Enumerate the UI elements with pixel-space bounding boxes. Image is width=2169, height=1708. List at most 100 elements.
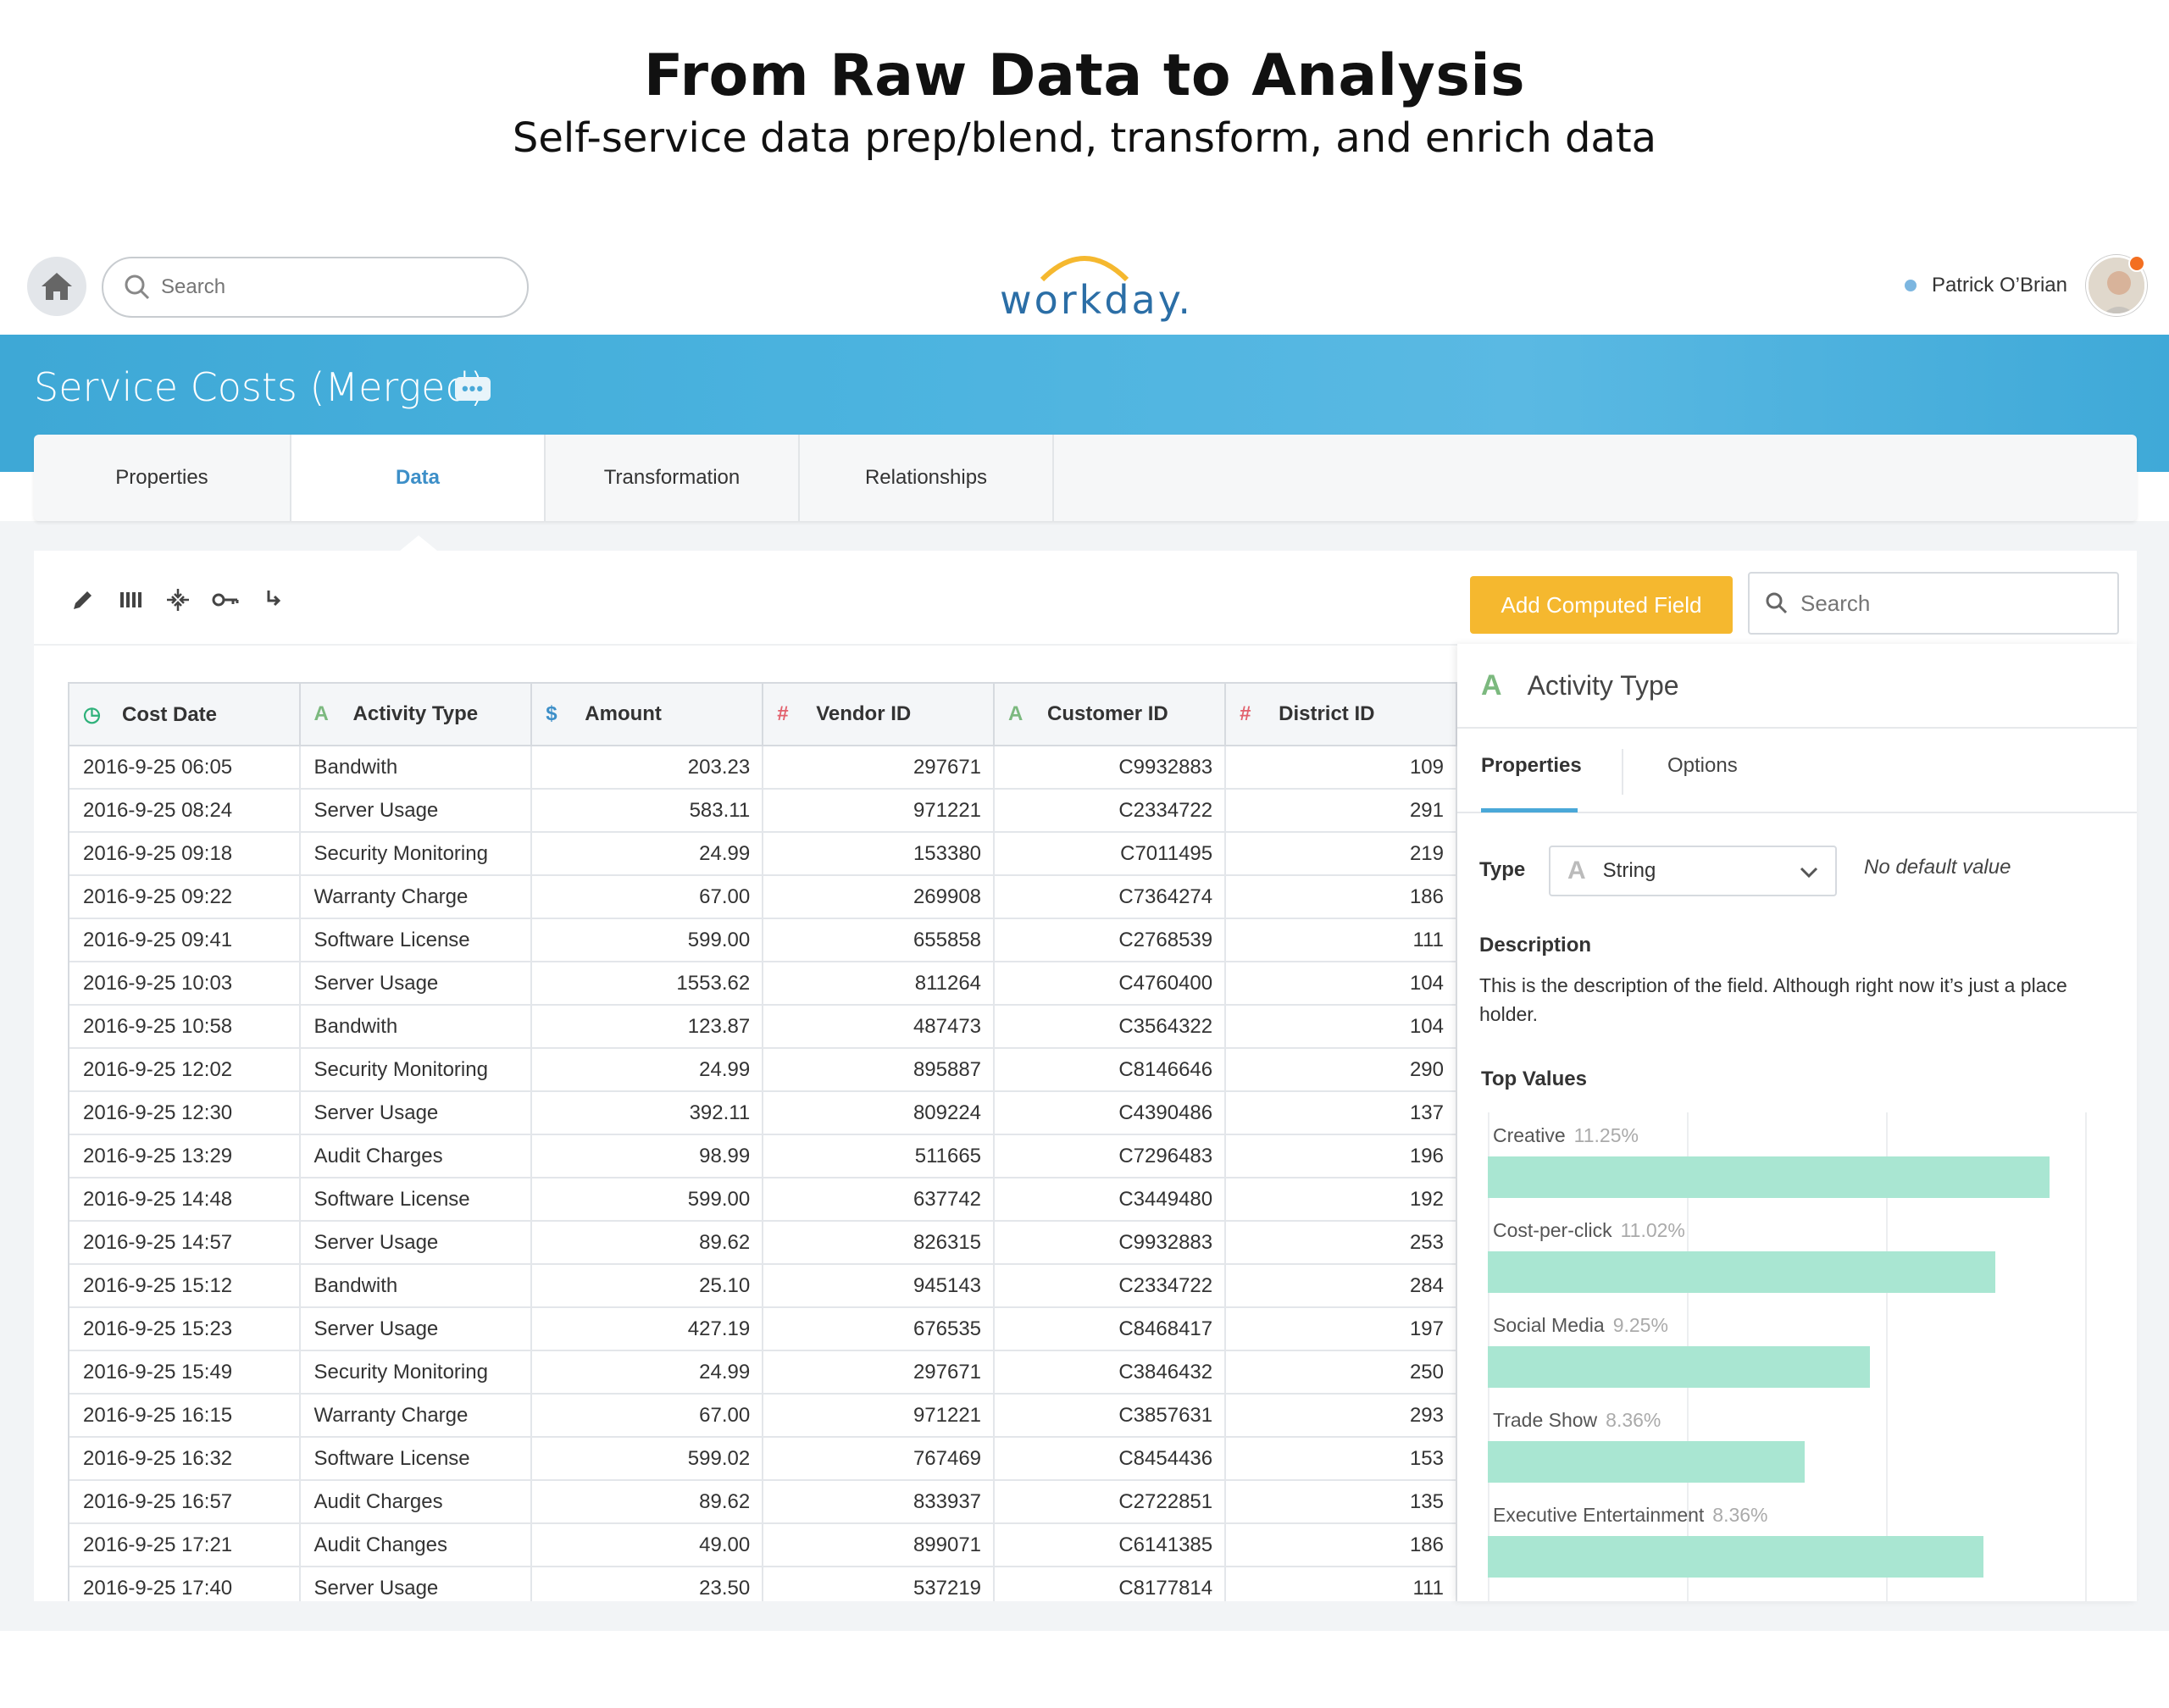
chevron-down-icon xyxy=(1800,867,1818,879)
cell-district-id: 284 xyxy=(1225,1264,1457,1308)
table-row[interactable]: 2016-9-25 15:23 Server Usage 427.19 676535 C… xyxy=(69,1307,1457,1351)
table-row[interactable]: 2016-9-25 12:30 Server Usage 392.11 809224 C… xyxy=(69,1091,1457,1135)
global-search-input[interactable] xyxy=(161,275,483,299)
table-row[interactable]: 2016-9-25 17:40 Server Usage 23.50 537219 C8… xyxy=(69,1567,1457,1601)
column-header-vendor-id[interactable]: # Vendor ID xyxy=(763,682,996,746)
data-toolbar: Add Computed Field xyxy=(34,551,2137,646)
number-type-icon: # xyxy=(777,702,789,725)
cell-district-id: 196 xyxy=(1225,1134,1457,1178)
table-row[interactable]: 2016-9-25 10:58 Bandwith 123.87 487473 C3564… xyxy=(69,1005,1457,1049)
cell-district-id: 219 xyxy=(1225,832,1457,876)
avatar[interactable] xyxy=(2086,255,2147,316)
table-row[interactable]: 2016-9-25 16:57 Audit Charges 89.62 833937 C… xyxy=(69,1480,1457,1524)
number-type-icon: # xyxy=(1240,702,1251,725)
edit-tool[interactable] xyxy=(68,585,98,615)
column-header-amount[interactable]: $ Amount xyxy=(531,682,764,746)
column-header-district-id[interactable]: # District ID xyxy=(1225,682,1457,746)
field-search[interactable] xyxy=(1748,572,2119,635)
table-row[interactable]: 2016-9-25 16:32 Software License 599.02 767… xyxy=(69,1437,1457,1481)
global-search[interactable] xyxy=(102,257,529,318)
table-row[interactable]: 2016-9-25 06:05 Bandwith 203.23 297671 C9932… xyxy=(69,746,1457,790)
cell-customer-id: C8468417 xyxy=(994,1307,1227,1351)
panel-tab-properties[interactable]: Properties xyxy=(1481,754,1582,777)
cell-customer-id: C4760400 xyxy=(994,962,1227,1006)
cell-cost-date: 2016-9-25 17:40 xyxy=(69,1567,301,1601)
cell-amount: 392.11 xyxy=(531,1091,764,1135)
bar-executive-entertainment[interactable] xyxy=(1488,1536,1983,1578)
cell-activity-type: Software License xyxy=(299,1178,533,1222)
key-tool[interactable] xyxy=(210,585,241,615)
table-row[interactable]: 2016-9-25 17:21 Audit Changes 49.00 899071 C… xyxy=(69,1523,1457,1567)
key-icon xyxy=(212,593,239,607)
type-select[interactable]: A String xyxy=(1549,846,1837,896)
table-row[interactable]: 2016-9-25 09:41 Software License 599.00 655… xyxy=(69,918,1457,962)
columns-tool[interactable] xyxy=(115,585,146,615)
cell-amount: 24.99 xyxy=(531,1350,764,1395)
add-computed-field-button[interactable]: Add Computed Field xyxy=(1470,576,1733,634)
column-header-cost-date[interactable]: ◷ Cost Date xyxy=(69,682,301,746)
cell-vendor-id: 899071 xyxy=(763,1523,996,1567)
cell-amount: 203.23 xyxy=(531,746,764,790)
user-menu[interactable]: Patrick O’Brian xyxy=(1904,274,2067,297)
cell-customer-id: C7011495 xyxy=(994,832,1227,876)
cell-amount: 98.99 xyxy=(531,1134,764,1178)
cell-district-id: 186 xyxy=(1225,1523,1457,1567)
table-row[interactable]: 2016-9-25 14:48 Software License 599.00 637… xyxy=(69,1178,1457,1222)
cell-activity-type: Bandwith xyxy=(299,1005,533,1049)
cell-cost-date: 2016-9-25 15:12 xyxy=(69,1264,301,1308)
cell-district-id: 186 xyxy=(1225,875,1457,919)
cell-activity-type: Warranty Charge xyxy=(299,1394,533,1438)
cell-amount: 89.62 xyxy=(531,1480,764,1524)
field-search-input[interactable] xyxy=(1800,590,2105,617)
cell-amount: 583.11 xyxy=(531,789,764,833)
bar-social-media[interactable] xyxy=(1488,1346,1870,1388)
cell-activity-type: Security Monitoring xyxy=(299,832,533,876)
table-row[interactable]: 2016-9-25 15:12 Bandwith 25.10 945143 C23347… xyxy=(69,1264,1457,1308)
home-button[interactable] xyxy=(27,257,86,316)
cell-customer-id: C8454436 xyxy=(994,1437,1227,1481)
cell-customer-id: C2722851 xyxy=(994,1480,1227,1524)
panel-tab-options[interactable]: Options xyxy=(1667,754,1738,777)
table-row[interactable]: 2016-9-25 13:29 Audit Charges 98.99 511665 C… xyxy=(69,1134,1457,1178)
tab-transformation[interactable]: Transformation xyxy=(546,435,800,521)
cell-district-id: 290 xyxy=(1225,1048,1457,1092)
bar-percent: 11.25% xyxy=(1573,1124,1639,1146)
cell-cost-date: 2016-9-25 16:32 xyxy=(69,1437,301,1481)
table-row[interactable]: 2016-9-25 15:49 Security Monitoring 24.99 2… xyxy=(69,1350,1457,1395)
cell-activity-type: Server Usage xyxy=(299,1567,533,1601)
table-row[interactable]: 2016-9-25 10:03 Server Usage 1553.62 811264… xyxy=(69,962,1457,1006)
bar-creative[interactable] xyxy=(1488,1156,2050,1198)
bar-trade-show[interactable] xyxy=(1488,1441,1805,1483)
cell-district-id: 153 xyxy=(1225,1437,1457,1481)
workday-logo: workday. xyxy=(1000,241,1190,326)
table-row[interactable]: 2016-9-25 16:15 Warranty Charge 67.00 97122… xyxy=(69,1394,1457,1438)
table-row[interactable]: 2016-9-25 08:24 Server Usage 583.11 971221 C… xyxy=(69,789,1457,833)
tab-data[interactable]: Data xyxy=(291,435,546,521)
cell-district-id: 104 xyxy=(1225,962,1457,1006)
cell-district-id: 109 xyxy=(1225,746,1457,790)
table-row[interactable]: 2016-9-25 14:57 Server Usage 89.62 826315 C9… xyxy=(69,1221,1457,1265)
bar-percent: 9.25% xyxy=(1612,1314,1668,1336)
cell-amount: 23.50 xyxy=(531,1567,764,1601)
search-icon xyxy=(125,274,150,300)
tab-bar: Properties Data Transformation Relations… xyxy=(34,435,2137,521)
cell-customer-id: C2768539 xyxy=(994,918,1227,962)
column-header-activity-type[interactable]: A Activity Type xyxy=(299,682,533,746)
cell-vendor-id: 809224 xyxy=(763,1091,996,1135)
table-row[interactable]: 2016-9-25 09:18 Security Monitoring 24.99 1… xyxy=(69,832,1457,876)
cell-district-id: 135 xyxy=(1225,1480,1457,1524)
table-row[interactable]: 2016-9-25 09:22 Warranty Charge 67.00 26990… xyxy=(69,875,1457,919)
transform-tool[interactable] xyxy=(163,585,193,615)
top-nav: workday. Patrick O’Brian xyxy=(0,241,2169,335)
bar-cost-per-click[interactable] xyxy=(1488,1251,1995,1293)
cell-activity-type: Server Usage xyxy=(299,1307,533,1351)
table-row[interactable]: 2016-9-25 12:02 Security Monitoring 24.99 8… xyxy=(69,1048,1457,1092)
tab-relationships[interactable]: Relationships xyxy=(800,435,1054,521)
column-header-customer-id[interactable]: A Customer ID xyxy=(994,682,1227,746)
branch-tool[interactable] xyxy=(258,585,288,615)
bar-label: Trade Show 8.36% xyxy=(1493,1409,1661,1432)
cell-cost-date: 2016-9-25 09:22 xyxy=(69,875,301,919)
more-options-button[interactable]: ••• xyxy=(455,377,491,401)
tab-properties[interactable]: Properties xyxy=(34,435,291,521)
search-icon xyxy=(1766,592,1788,614)
